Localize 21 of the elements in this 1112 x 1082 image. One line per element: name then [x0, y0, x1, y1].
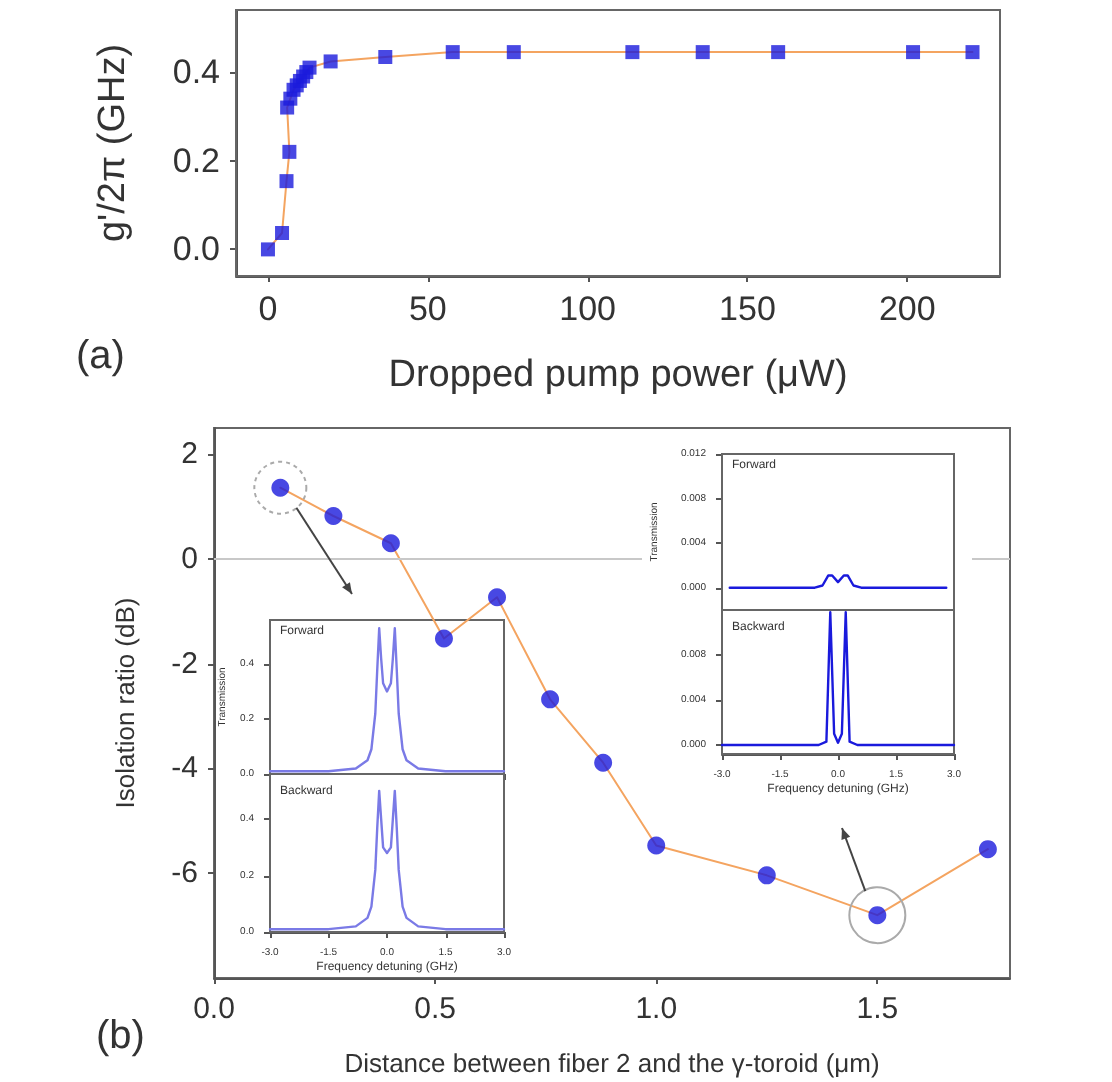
y-axis-title: Isolation ratio (dB): [110, 597, 140, 809]
x-tick-label: 1.5: [856, 992, 899, 1026]
y-tick-label: 0.0: [172, 230, 220, 269]
y-tick-label: 2: [181, 437, 198, 472]
y-tick-label: 0: [181, 541, 198, 576]
y-tick-label: 0.4: [172, 53, 220, 92]
text: (a): [76, 334, 125, 378]
x-axis-title: Distance between fiber 2 and the γ-toroid (μm): [344, 1048, 880, 1078]
y-axis-title: g'/2π (GHz): [92, 43, 134, 243]
y-tick-label: -6: [171, 856, 198, 891]
x-axis-title: Dropped pump power (μW): [388, 354, 848, 396]
x-tick-label: 50: [408, 290, 447, 328]
x-tick-label: 200: [878, 290, 936, 328]
text: (b): [96, 1014, 145, 1058]
y-tick-label: 0.2: [172, 141, 220, 180]
x-tick-label: 150: [719, 290, 776, 328]
x-tick-label: 0.5: [414, 992, 456, 1026]
y-tick-label: -4: [171, 751, 198, 786]
x-tick-label: 100: [559, 290, 617, 328]
x-tick-label: 1.0: [635, 992, 678, 1026]
y-tick-label: -2: [171, 646, 198, 681]
